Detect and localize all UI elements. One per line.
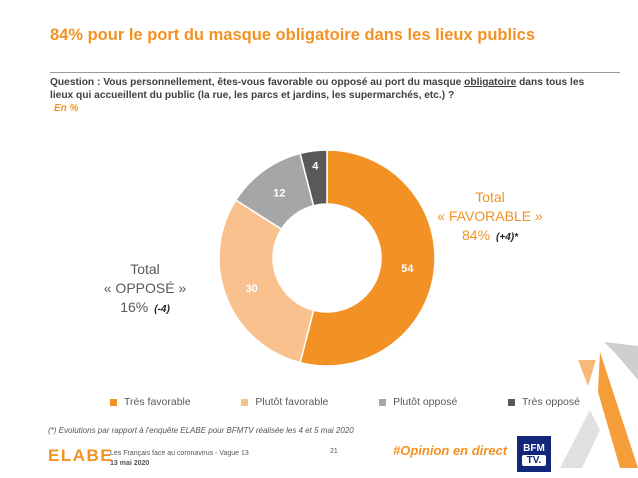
- question-underlined-word: obligatoire: [464, 77, 517, 88]
- legend-swatch: [507, 398, 515, 406]
- footnote: (*) Evolutions par rapport à l'enquête E…: [48, 426, 354, 435]
- data-label-plutot-favorable: 30: [246, 283, 258, 295]
- total-oppose-delta: (-4): [154, 304, 170, 315]
- title-divider: [50, 72, 620, 73]
- slice-tres-oppose: [299, 149, 328, 207]
- legend-swatch: [379, 398, 387, 406]
- source-line-1: Les Français face au coronavirus - Vague…: [110, 450, 249, 457]
- survey-question: Question : Vous personnellement, êtes-vo…: [50, 76, 600, 102]
- legend-item-tres-favorable: Très favorable: [110, 396, 191, 408]
- total-oppose-sublabel: « OPPOSÉ »: [103, 280, 187, 296]
- legend-item-plutot-oppose: Plutôt opposé: [379, 396, 457, 408]
- data-label-tres-oppose: 4: [312, 161, 319, 173]
- data-label-tres-favorable: 54: [401, 263, 414, 275]
- data-label-plutot-oppose: 12: [273, 187, 285, 199]
- total-oppose-value: 16%: [120, 299, 149, 315]
- total-favorable-value: 84%: [462, 227, 491, 243]
- total-favorable-block: Total « FAVORABLE » 84% (+4)*: [430, 188, 550, 247]
- total-favorable-delta: (+4)*: [496, 232, 518, 243]
- source-line-2: 13 mai 2020: [110, 460, 150, 467]
- slice-tres-favorable: [299, 149, 436, 367]
- total-favorable-sublabel: « FAVORABLE »: [437, 208, 543, 224]
- legend-item-tres-oppose: Très opposé: [507, 396, 580, 408]
- question-prefix: Question : Vous personnellement, êtes-vo…: [50, 77, 465, 88]
- legend-label: Très opposé: [521, 396, 580, 408]
- elabe-logo: ELABE: [48, 446, 114, 465]
- total-oppose-row: 16% (-4): [90, 298, 200, 319]
- bfm-logo-line-1: BFM: [523, 442, 545, 454]
- hashtag: #Opinion en direct: [393, 443, 508, 458]
- slice-plutot-favorable: [218, 199, 315, 364]
- legend-label: Plutôt favorable: [255, 396, 329, 408]
- legend-item-plutot-favorable: Plutôt favorable: [241, 396, 328, 408]
- question-suffix: dans tous les lieux qui accueillent du p…: [50, 77, 585, 101]
- total-oppose-label: Total: [130, 261, 160, 277]
- legend-label: Plutôt opposé: [393, 396, 458, 408]
- total-favorable-label: Total: [475, 189, 505, 205]
- total-oppose-block: Total « OPPOSÉ » 16% (-4): [90, 260, 200, 319]
- bfmtv-logo: BFM TV.: [517, 436, 551, 472]
- legend-label: Très favorable: [124, 396, 191, 408]
- bfm-logo-line-2: TV.: [522, 454, 546, 466]
- source-info: Les Français face au coronavirus - Vague…: [110, 449, 249, 469]
- unit-label: En %: [54, 103, 79, 114]
- legend-swatch: [241, 398, 249, 406]
- chart-legend: Très favorable Plutôt favorable Plutôt opp…: [110, 396, 580, 408]
- total-favorable-row: 84% (+4)*: [430, 226, 550, 247]
- legend-swatch: [110, 398, 117, 406]
- page-title: 84% pour le port du masque obligatoire d…: [50, 26, 536, 44]
- page-number: 21: [330, 448, 338, 455]
- decorative-a-shape: [560, 342, 638, 468]
